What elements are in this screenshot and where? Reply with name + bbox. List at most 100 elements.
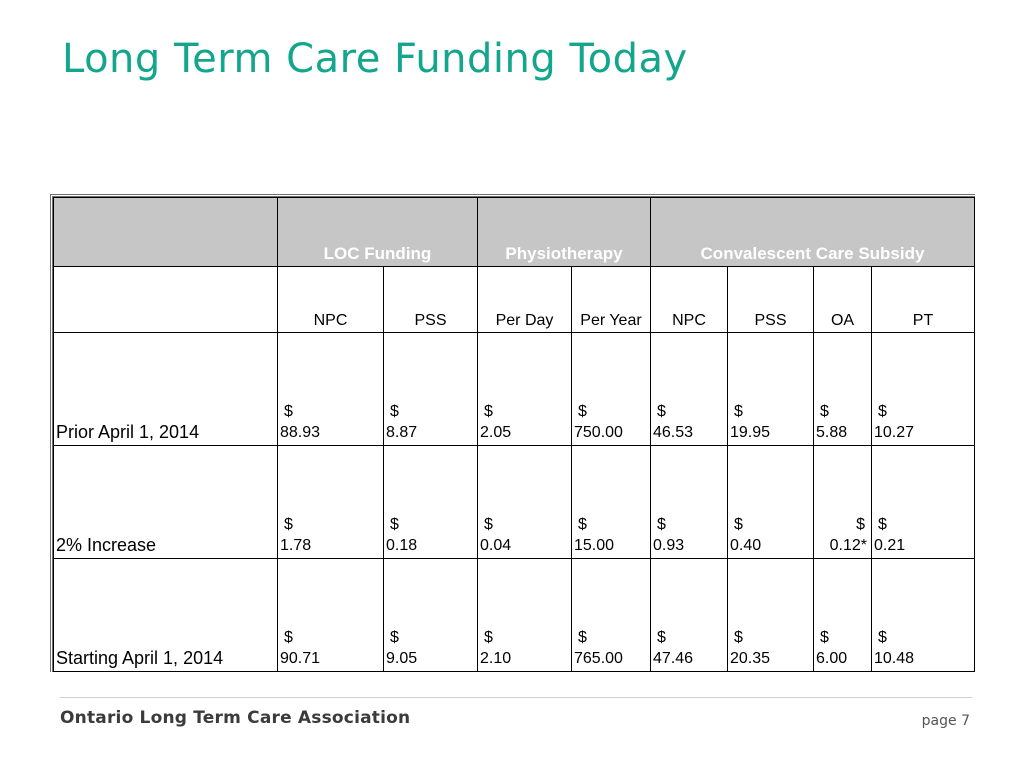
row-label: Prior April 1, 2014 [53,332,278,446]
footer-organization-logo: Ontario Long Term Care Association [60,708,411,728]
cell-ccs-pss: $20.35 [727,558,814,672]
currency-symbol: $ [878,629,887,646]
currency-symbol: $ [820,629,829,646]
sub-header-blank [53,266,278,333]
cell-ccs-pt: $10.27 [871,332,975,446]
currency-symbol: $ [657,403,666,420]
currency-symbol: $ [578,629,587,646]
cell-amount: 5.88 [816,424,848,441]
cell-ccs-npc: $46.53 [650,332,728,446]
cell-amount: 0.93 [653,537,685,554]
cell-ccs-oa: $5.88 [813,332,872,446]
funding-table-frame: LOC Funding Physiotherapy Convalescent C… [50,194,975,672]
currency-symbol: $ [578,516,587,533]
currency-symbol: $ [284,516,293,533]
sub-header-ccs-pt: PT [871,266,975,333]
currency-symbol: $ [657,516,666,533]
currency-symbol: $ [484,516,493,533]
cell-amount: 6.00 [816,650,848,667]
cell-amount: 90.71 [280,650,321,667]
cell-amount: 0.21 [874,537,906,554]
cell-amount: 47.46 [653,650,694,667]
cell-loc-npc: $90.71 [277,558,384,672]
sub-header-ccs-pss: PSS [727,266,814,333]
cell-amount: 46.53 [653,424,694,441]
cell-physio-per-day: $0.04 [477,445,572,559]
currency-symbol: $ [734,516,743,533]
cell-amount: 19.95 [730,424,771,441]
cell-ccs-pss: $0.40 [727,445,814,559]
sub-header-ccs-oa: OA [813,266,872,333]
cell-amount: 0.18 [386,537,418,554]
cell-loc-npc: $1.78 [277,445,384,559]
currency-symbol: $ [390,403,399,420]
group-header-row: LOC Funding Physiotherapy Convalescent C… [53,197,975,267]
currency-symbol: $ [484,629,493,646]
cell-amount: 9.05 [386,650,418,667]
cell-ccs-npc: $47.46 [650,558,728,672]
cell-amount: 0.40 [730,537,762,554]
cell-physio-per-year: $765.00 [571,558,651,672]
currency-symbol: $ [820,403,829,420]
cell-ccs-pt: $0.21 [871,445,975,559]
table-body: Prior April 1, 2014 $88.93 $8.87 $2.05 $750.… [53,332,975,672]
cell-physio-per-year: $15.00 [571,445,651,559]
currency-symbol: $ [484,403,493,420]
cell-physio-per-year: $750.00 [571,332,651,446]
row-starting-april-2014: Starting April 1, 2014 $90.71 $9.05 $2.10 $7… [53,558,975,672]
cell-loc-pss: $9.05 [383,558,478,672]
slide-title: Long Term Care Funding Today [62,36,688,82]
footer-divider [60,697,972,698]
cell-amount: 10.48 [874,650,915,667]
cell-amount: 20.35 [730,650,771,667]
cell-loc-pss: $0.18 [383,445,478,559]
cell-amount: 765.00 [574,650,623,667]
group-header-physiotherapy: Physiotherapy [477,197,651,267]
cell-amount: 15.00 [574,537,615,554]
group-header-convalescent-care: Convalescent Care Subsidy [650,197,975,267]
currency-symbol: $ [878,516,887,533]
cell-amount: 88.93 [280,424,321,441]
sub-header-ccs-npc: NPC [650,266,728,333]
cell-amount: 750.00 [574,424,623,441]
page-number: page 7 [921,713,970,729]
currency-symbol: $ [734,403,743,420]
cell-ccs-pt: $10.48 [871,558,975,672]
currency-symbol: $ [878,403,887,420]
currency-symbol: $ [856,516,865,533]
currency-symbol: $ [390,516,399,533]
row-label: Starting April 1, 2014 [53,558,278,672]
row-2-percent-increase: 2% Increase $1.78 $0.18 $0.04 $15.00 $0.93 $0.… [53,445,975,559]
cell-physio-per-day: $2.05 [477,332,572,446]
group-header-blank [53,197,278,267]
cell-amount: 2.05 [480,424,512,441]
cell-loc-pss: $8.87 [383,332,478,446]
currency-symbol: $ [284,629,293,646]
cell-loc-npc: $88.93 [277,332,384,446]
cell-amount: 0.04 [480,537,512,554]
row-label: 2% Increase [53,445,278,559]
sub-header-row: NPC PSS Per Day Per Year NPC PSS OA PT [53,266,975,333]
group-header-loc-funding: LOC Funding [277,197,478,267]
cell-ccs-oa: $0.12* [813,445,872,559]
sub-header-physio-per-day: Per Day [477,266,572,333]
funding-table: LOC Funding Physiotherapy Convalescent C… [53,197,975,672]
cell-amount: 10.27 [874,424,915,441]
cell-ccs-oa: $6.00 [813,558,872,672]
sub-header-loc-npc: NPC [277,266,384,333]
sub-header-physio-per-year: Per Year [571,266,651,333]
currency-symbol: $ [390,629,399,646]
currency-symbol: $ [578,403,587,420]
cell-amount: 2.10 [480,650,512,667]
row-prior-april-2014: Prior April 1, 2014 $88.93 $8.87 $2.05 $750.… [53,332,975,446]
cell-amount: 0.12* [829,537,867,554]
cell-physio-per-day: $2.10 [477,558,572,672]
currency-symbol: $ [657,629,666,646]
currency-symbol: $ [734,629,743,646]
sub-header-loc-pss: PSS [383,266,478,333]
cell-amount: 8.87 [386,424,418,441]
cell-amount: 1.78 [280,537,312,554]
cell-ccs-pss: $19.95 [727,332,814,446]
cell-ccs-npc: $0.93 [650,445,728,559]
currency-symbol: $ [284,403,293,420]
